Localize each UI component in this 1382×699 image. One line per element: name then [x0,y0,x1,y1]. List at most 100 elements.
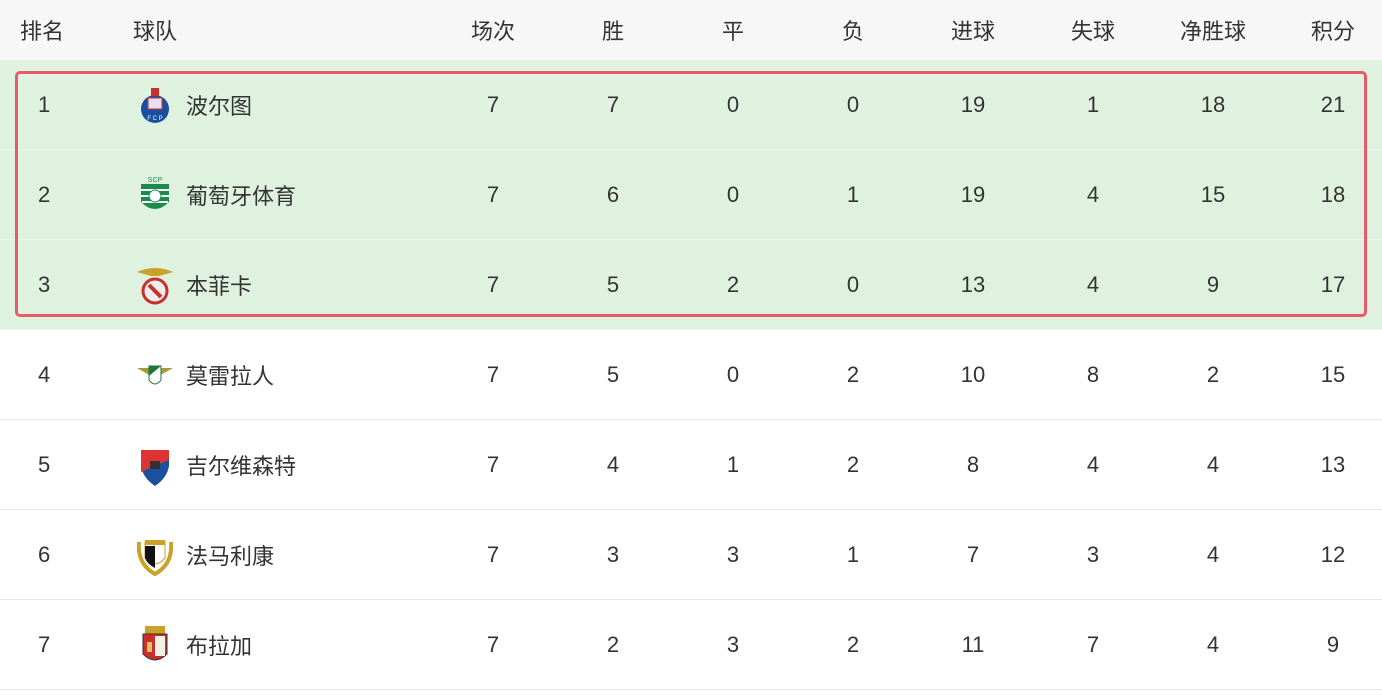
points-value: 9 [1326,632,1340,657]
played-value: 7 [486,362,500,387]
rank: 5 [38,452,51,477]
team-name[interactable]: 本菲卡 [186,274,253,299]
goal-difference-value: 2 [1206,362,1220,387]
played-value: 7 [486,92,500,117]
goals-for-value: 11 [961,632,985,657]
sporting-crest-icon: SCP [141,177,169,209]
lost-value: 2 [846,452,860,477]
played-value: 7 [486,452,500,477]
rank: 1 [38,92,51,117]
row-divider [0,149,1382,150]
goals-against-value: 1 [1086,92,1100,117]
table-row[interactable]: 1 F C P 波尔图 7 7 0 0 19 1 18 21 [0,60,1382,150]
goals-against-value: 7 [1086,632,1100,657]
header-goals-against: 失球 [1070,19,1116,44]
team-name[interactable]: 莫雷拉人 [186,364,275,389]
points-value: 12 [1320,542,1346,567]
lost-value: 2 [846,362,860,387]
goal-difference-value: 4 [1206,632,1220,657]
famalicao-crest-icon [137,540,173,576]
drawn-value: 0 [726,92,740,117]
porto-crest-icon: F C P [141,88,169,123]
goals-against-value: 4 [1086,452,1100,477]
won-value: 6 [606,182,620,207]
svg-text:F C P: F C P [147,116,162,122]
won-value: 3 [606,542,620,567]
lost-value: 0 [846,272,860,297]
table-row[interactable]: 2 SCP 葡萄牙体育 7 6 0 1 19 4 15 18 [0,150,1382,240]
won-value: 4 [606,452,620,477]
won-value: 5 [606,362,620,387]
won-value: 2 [606,632,620,657]
goals-against-value: 4 [1086,272,1100,297]
row-divider [0,239,1382,240]
played-value: 7 [486,542,500,567]
drawn-value: 3 [726,632,740,657]
drawn-value: 2 [726,272,740,297]
header-drawn: 平 [721,19,745,44]
header-goal-difference: 净胜球 [1179,19,1247,44]
played-value: 7 [486,632,500,657]
row-divider [0,329,1382,330]
moreirense-crest-icon [137,365,173,385]
header-rank: 排名 [20,19,65,44]
goals-for-value: 8 [966,452,980,477]
goals-against-value: 4 [1086,182,1100,207]
table-row[interactable]: 6 法马利康 7 3 3 1 7 3 4 12 [0,510,1382,600]
goal-difference-value: 15 [1200,182,1226,207]
drawn-value: 0 [726,182,740,207]
goals-against-value: 3 [1086,542,1100,567]
played-value: 7 [486,182,500,207]
table-row[interactable]: 3 本菲卡 7 5 2 0 13 4 9 17 [0,240,1382,330]
header-goals-for: 进球 [950,19,996,44]
rank: 4 [38,362,51,387]
table-header: 排名 球队 场次 胜 平 负 进球 失球 净胜球 积分 [0,0,1382,60]
header-played: 场次 [470,19,516,44]
points-value: 15 [1320,362,1346,387]
won-value: 5 [606,272,620,297]
points-value: 18 [1320,182,1346,207]
row-divider [0,689,1382,690]
goal-difference-value: 4 [1206,542,1220,567]
points-value: 21 [1320,92,1346,117]
goals-for-value: 19 [960,92,986,117]
played-value: 7 [486,272,500,297]
table-row[interactable]: 7 布拉加 7 2 3 2 11 7 4 9 [0,600,1382,690]
goal-difference-value: 4 [1206,452,1220,477]
benfica-crest-icon [137,268,173,305]
header-won: 胜 [601,19,625,44]
team-name[interactable]: 吉尔维森特 [186,454,297,479]
lost-value: 1 [846,182,860,207]
lost-value: 0 [846,92,860,117]
header-team: 球队 [133,19,178,44]
table-row[interactable]: 5 吉尔维森特 7 4 1 2 8 4 4 13 [0,420,1382,510]
rank: 7 [38,632,51,657]
team-name[interactable]: 葡萄牙体育 [186,184,297,209]
team-name[interactable]: 布拉加 [186,634,253,659]
drawn-value: 1 [726,452,740,477]
goal-difference-value: 9 [1206,272,1220,297]
table-row[interactable]: 4 莫雷拉人 7 5 0 2 10 8 2 15 [0,330,1382,420]
points-value: 13 [1320,452,1346,477]
header-lost: 负 [841,19,865,44]
won-value: 7 [606,92,620,117]
rank: 6 [38,542,51,567]
header-points: 积分 [1310,19,1356,44]
goals-against-value: 8 [1086,362,1100,387]
goals-for-value: 10 [960,362,986,387]
row-divider [0,419,1382,420]
drawn-value: 0 [726,362,740,387]
braga-crest-icon [142,626,168,661]
drawn-value: 3 [726,542,740,567]
goal-difference-value: 18 [1200,92,1226,117]
svg-text:SCP: SCP [148,177,163,184]
rank: 2 [38,182,51,207]
team-name[interactable]: 法马利康 [186,544,275,569]
row-divider [0,599,1382,600]
gil-vicente-crest-icon [141,450,169,486]
lost-value: 2 [846,632,860,657]
points-value: 17 [1320,272,1346,297]
lost-value: 1 [846,542,860,567]
team-name[interactable]: 波尔图 [186,94,253,119]
goals-for-value: 19 [960,182,986,207]
